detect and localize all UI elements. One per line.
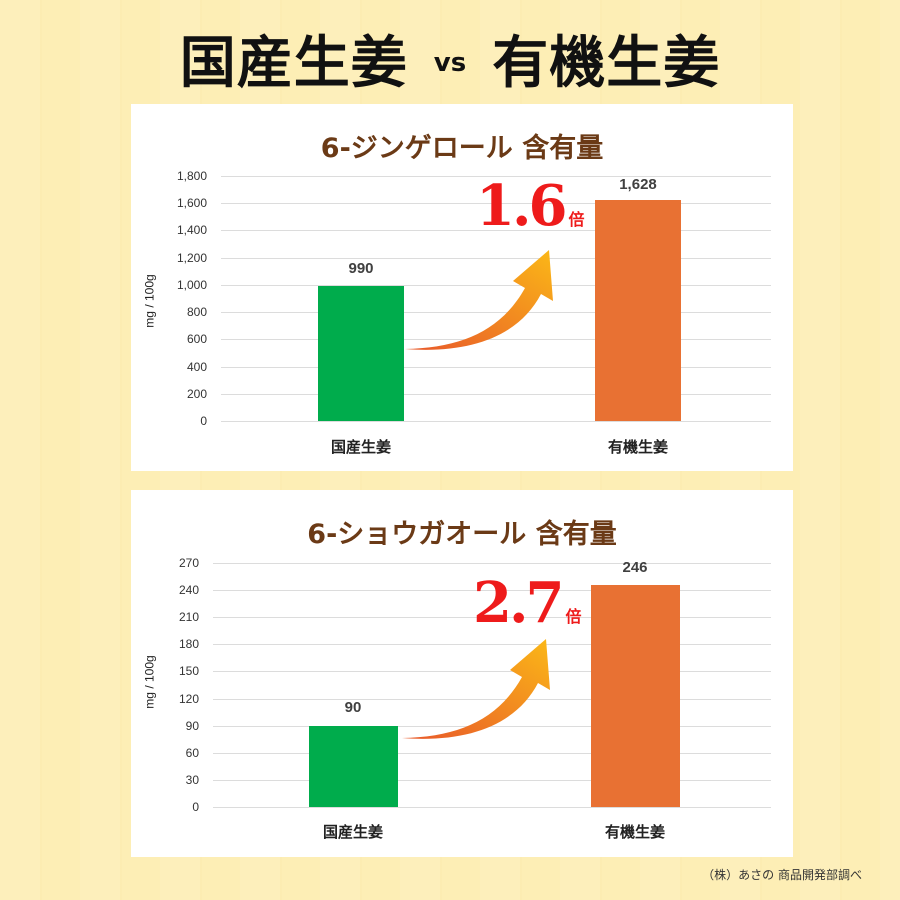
x-label-domestic: 国産生姜 <box>322 823 383 841</box>
ratio-value: 1.6 <box>476 173 567 239</box>
headline-vs: vs <box>433 48 467 78</box>
ratio-annotation: 2.7 倍 <box>473 575 581 631</box>
x-label-domestic: 国産生姜 <box>330 438 391 456</box>
y-tick: 180 <box>178 637 199 652</box>
increase-arrow-icon <box>405 250 553 350</box>
y-tick: 0 <box>200 414 207 428</box>
chart-panel-gingerol: 6-ジンゲロール 含有量 mg / 100g 1,800 1,600 1,400… <box>131 104 793 471</box>
ratio-unit: 倍 <box>568 210 585 229</box>
y-tick: 90 <box>185 718 199 733</box>
y-tick: 600 <box>186 332 207 347</box>
plot-area: 270 240 210 180 150 120 90 60 30 0 90 24… <box>179 556 771 841</box>
chart-title: 6-ショウガオール 含有量 <box>307 519 617 550</box>
y-axis-label: mg / 100g <box>142 655 157 709</box>
bar-organic <box>595 199 681 421</box>
y-tick: 1,200 <box>176 250 207 265</box>
y-tick: 1,400 <box>176 223 207 238</box>
bar-organic <box>591 584 680 807</box>
x-label-organic: 有機生姜 <box>604 823 665 841</box>
y-axis-label: mg / 100g <box>142 274 157 328</box>
chart-title: 6-ジンゲロール 含有量 <box>320 133 604 164</box>
y-tick: 60 <box>185 745 199 760</box>
x-label-organic: 有機生姜 <box>607 438 668 456</box>
ratio-value: 2.7 <box>473 570 564 636</box>
y-tick: 200 <box>186 386 207 401</box>
headline-organic: 有機生姜 <box>492 30 721 96</box>
ratio-annotation: 1.6 倍 <box>476 178 584 234</box>
headline-domestic: 国産生姜 <box>179 30 408 96</box>
ratio-unit: 倍 <box>565 607 582 626</box>
y-tick: 270 <box>178 556 199 570</box>
plot-area: 1,800 1,600 1,400 1,200 1,000 800 600 40… <box>177 169 771 456</box>
value-label-domestic: 990 <box>348 260 374 277</box>
y-tick: 400 <box>186 359 207 374</box>
bar-domestic <box>318 286 404 421</box>
y-tick: 30 <box>185 772 199 787</box>
y-tick: 1,800 <box>176 169 207 183</box>
y-tick: 1,600 <box>176 196 207 211</box>
y-tick: 120 <box>178 691 199 706</box>
y-tick: 800 <box>186 305 207 320</box>
value-label-organic: 1,628 <box>619 176 657 193</box>
chart-panel-shogaol: 6-ショウガオール 含有量 mg / 100g 270 240 210 180 … <box>131 490 793 857</box>
y-tick: 210 <box>178 610 199 625</box>
y-tick: 0 <box>192 800 199 814</box>
value-label-organic: 246 <box>622 559 648 576</box>
y-tick: 150 <box>178 664 199 679</box>
y-tick: 1,000 <box>176 277 207 292</box>
bar-domestic <box>309 725 398 807</box>
source-note: （株）あさの 商品開発部調べ <box>702 868 862 882</box>
increase-arrow-icon <box>402 639 550 739</box>
y-tick: 240 <box>178 583 199 598</box>
headline: 国産生姜 vs 有機生姜 <box>0 18 900 98</box>
value-label-domestic: 90 <box>344 699 362 716</box>
